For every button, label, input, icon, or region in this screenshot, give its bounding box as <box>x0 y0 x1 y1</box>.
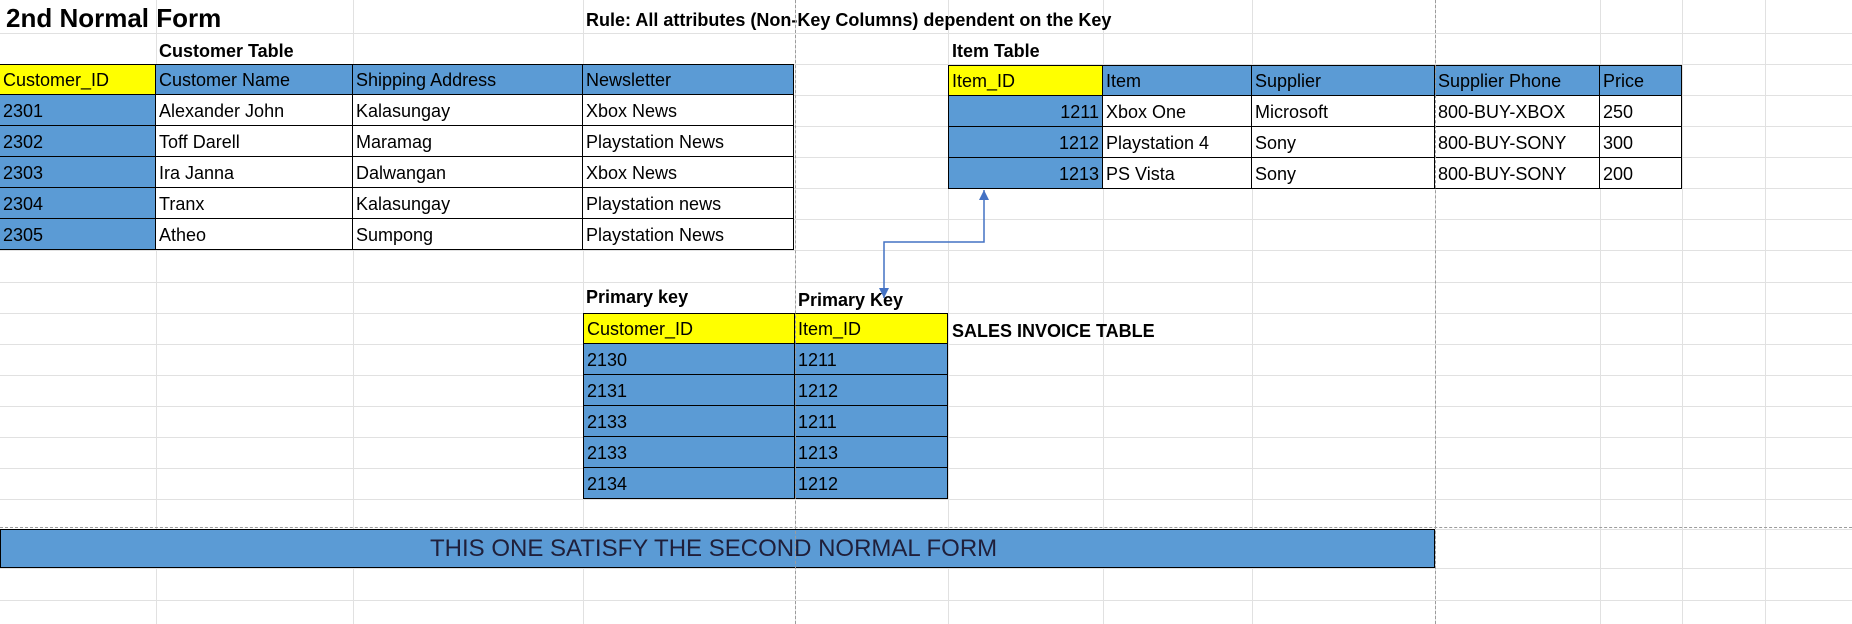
supplier-cell[interactable]: Sony <box>1252 158 1435 189</box>
customer-name-cell[interactable]: Alexander John <box>156 95 353 126</box>
supplier-phone-cell[interactable]: 800-BUY-SONY <box>1435 158 1600 189</box>
price-cell[interactable]: 200 <box>1600 158 1682 189</box>
gridline-horizontal <box>0 64 1852 65</box>
gridline-horizontal <box>0 95 1852 96</box>
item-table-title: Item Table <box>952 41 1040 61</box>
item-table-header-item-id[interactable]: Item_ID <box>948 65 1103 96</box>
gridline-vertical <box>1103 0 1104 624</box>
gridline-vertical <box>583 0 584 624</box>
gridline-horizontal <box>0 499 1852 500</box>
page-title: 2nd Normal Form <box>6 3 222 33</box>
customer-id-cell[interactable]: 2302 <box>0 126 156 157</box>
sales-item-id-cell[interactable]: 1212 <box>795 375 948 406</box>
newsletter-cell[interactable]: Playstation news <box>583 188 794 219</box>
newsletter-cell[interactable]: Playstation News <box>583 126 794 157</box>
sales-item-id-cell[interactable]: 1211 <box>795 344 948 375</box>
customer-table-title: Customer Table <box>159 41 294 61</box>
gridline-vertical <box>948 0 949 624</box>
item-id-cell[interactable]: 1211 <box>948 96 1103 127</box>
gridline-horizontal <box>0 188 1852 189</box>
customer-name-cell[interactable]: Ira Janna <box>156 157 353 188</box>
gridline-horizontal <box>0 250 1852 251</box>
customer-table-header-address[interactable]: Shipping Address <box>353 64 583 95</box>
item-name-cell[interactable]: Xbox One <box>1103 96 1252 127</box>
item-table-header-supplier-phone[interactable]: Supplier Phone <box>1435 65 1600 96</box>
supplier-cell[interactable]: Sony <box>1252 127 1435 158</box>
gridline-vertical <box>1252 0 1253 624</box>
sales-customer-id-cell[interactable]: 2133 <box>583 437 795 468</box>
gridline-horizontal <box>0 126 1852 127</box>
customer-table-header-customer-id[interactable]: Customer_ID <box>0 64 156 95</box>
item-name-cell[interactable]: Playstation 4 <box>1103 127 1252 158</box>
sales-customer-id-cell[interactable]: 2134 <box>583 468 795 499</box>
price-cell[interactable]: 300 <box>1600 127 1682 158</box>
item-name-cell[interactable]: PS Vista <box>1103 158 1252 189</box>
shipping-address-cell[interactable]: Dalwangan <box>353 157 583 188</box>
newsletter-cell[interactable]: Playstation News <box>583 219 794 250</box>
sales-customer-id-cell[interactable]: 2131 <box>583 375 795 406</box>
conclusion-banner-text: THIS ONE SATISFY THE SECOND NORMAL FORM <box>430 534 998 562</box>
item-table-header-item[interactable]: Item <box>1103 65 1252 96</box>
connector-arrowhead-down <box>879 288 889 298</box>
newsletter-cell[interactable]: Xbox News <box>583 95 794 126</box>
shipping-address-cell[interactable]: Kalasungay <box>353 188 583 219</box>
customer-table-header-newsletter[interactable]: Newsletter <box>583 64 794 95</box>
page-break-line <box>0 527 1852 528</box>
gridline-horizontal <box>0 33 1852 34</box>
customer-name-cell[interactable]: Toff Darell <box>156 126 353 157</box>
customer-id-cell[interactable]: 2301 <box>0 95 156 126</box>
item-table-header-supplier[interactable]: Supplier <box>1252 65 1435 96</box>
item-id-cell[interactable]: 1212 <box>948 127 1103 158</box>
rule-text: Rule: All attributes (Non-Key Columns) d… <box>586 10 1112 30</box>
supplier-phone-cell[interactable]: 800-BUY-SONY <box>1435 127 1600 158</box>
item-table-header-price[interactable]: Price <box>1600 65 1682 96</box>
gridline-vertical <box>1600 0 1601 624</box>
gridline-horizontal <box>0 568 1852 569</box>
primary-key-label-customer: Primary key <box>586 287 689 307</box>
sales-item-id-cell[interactable]: 1212 <box>795 468 948 499</box>
supplier-cell[interactable]: Microsoft <box>1252 96 1435 127</box>
newsletter-cell[interactable]: Xbox News <box>583 157 794 188</box>
gridline-vertical <box>1682 0 1683 624</box>
shipping-address-cell[interactable]: Sumpong <box>353 219 583 250</box>
sales-item-id-cell[interactable]: 1211 <box>795 406 948 437</box>
sales-customer-id-cell[interactable]: 2133 <box>583 406 795 437</box>
customer-id-cell[interactable]: 2303 <box>0 157 156 188</box>
gridline-vertical <box>156 0 157 624</box>
sales-invoice-table-title: SALES INVOICE TABLE <box>952 321 1155 341</box>
shipping-address-cell[interactable]: Maramag <box>353 126 583 157</box>
sales-header-customer-id[interactable]: Customer_ID <box>583 313 795 344</box>
gridline-vertical <box>1765 0 1766 624</box>
item-id-cell[interactable]: 1213 <box>948 158 1103 189</box>
primary-key-label-item: Primary Key <box>798 290 904 310</box>
customer-id-cell[interactable]: 2305 <box>0 219 156 250</box>
supplier-phone-cell[interactable]: 800-BUY-XBOX <box>1435 96 1600 127</box>
customer-name-cell[interactable]: Tranx <box>156 188 353 219</box>
connector-arrowhead-up <box>979 190 989 200</box>
conclusion-banner[interactable]: THIS ONE SATISFY THE SECOND NORMAL FORM <box>0 529 1435 568</box>
sales-customer-id-cell[interactable]: 2130 <box>583 344 795 375</box>
gridline-horizontal <box>0 157 1852 158</box>
gridline-vertical <box>353 0 354 624</box>
customer-name-cell[interactable]: Atheo <box>156 219 353 250</box>
sales-item-id-cell[interactable]: 1213 <box>795 437 948 468</box>
price-cell[interactable]: 250 <box>1600 96 1682 127</box>
connector-line <box>883 190 985 298</box>
page-break-line <box>795 0 796 624</box>
customer-table-header-name[interactable]: Customer Name <box>156 64 353 95</box>
sales-header-item-id[interactable]: Item_ID <box>795 313 948 344</box>
gridline-horizontal <box>0 219 1852 220</box>
gridline-horizontal <box>0 600 1852 601</box>
gridline-horizontal <box>0 282 1852 283</box>
page-break-line <box>1435 0 1436 624</box>
shipping-address-cell[interactable]: Kalasungay <box>353 95 583 126</box>
customer-id-cell[interactable]: 2304 <box>0 188 156 219</box>
